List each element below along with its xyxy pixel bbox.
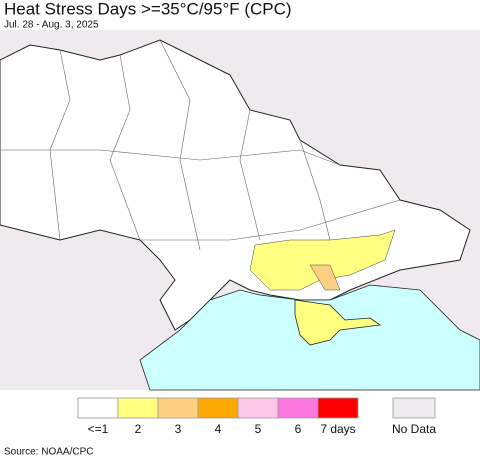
legend-label: 7 days xyxy=(320,422,355,436)
title: Heat Stress Days >=35°C/95°F (CPC) xyxy=(4,0,292,18)
border xyxy=(299,139,331,241)
legend-label: 2 xyxy=(135,422,142,436)
border xyxy=(159,39,201,251)
source: Source: NOAA/CPC xyxy=(4,447,93,458)
legend-swatch xyxy=(77,397,119,419)
legend-swatch xyxy=(237,397,279,419)
legend-label: 3 xyxy=(175,422,182,436)
border xyxy=(239,109,261,241)
legend-label: 6 xyxy=(295,422,302,436)
map xyxy=(0,30,480,391)
legend-swatch xyxy=(117,397,159,419)
subtitle: Jul. 28 - Aug. 3, 2025 xyxy=(4,20,99,31)
border xyxy=(140,199,401,241)
peninsula xyxy=(294,299,382,346)
legend-label: No Data xyxy=(392,422,436,436)
heat-area-3-days xyxy=(309,264,341,291)
legend-swatch xyxy=(317,397,359,419)
heat-area-2-days xyxy=(249,229,396,291)
legend-swatch xyxy=(197,397,239,419)
legend-swatch xyxy=(157,397,199,419)
legend-label: 4 xyxy=(215,422,222,436)
border xyxy=(49,49,71,241)
border xyxy=(0,149,341,166)
region-borders xyxy=(0,39,401,251)
legend-swatch xyxy=(277,397,319,419)
legend: <=1 2 3 4 5 6 7 days No Data xyxy=(77,397,436,436)
legend-label: 5 xyxy=(255,422,262,436)
legend-swatch xyxy=(392,397,436,419)
border xyxy=(109,54,141,241)
legend-label: <=1 xyxy=(88,422,109,436)
